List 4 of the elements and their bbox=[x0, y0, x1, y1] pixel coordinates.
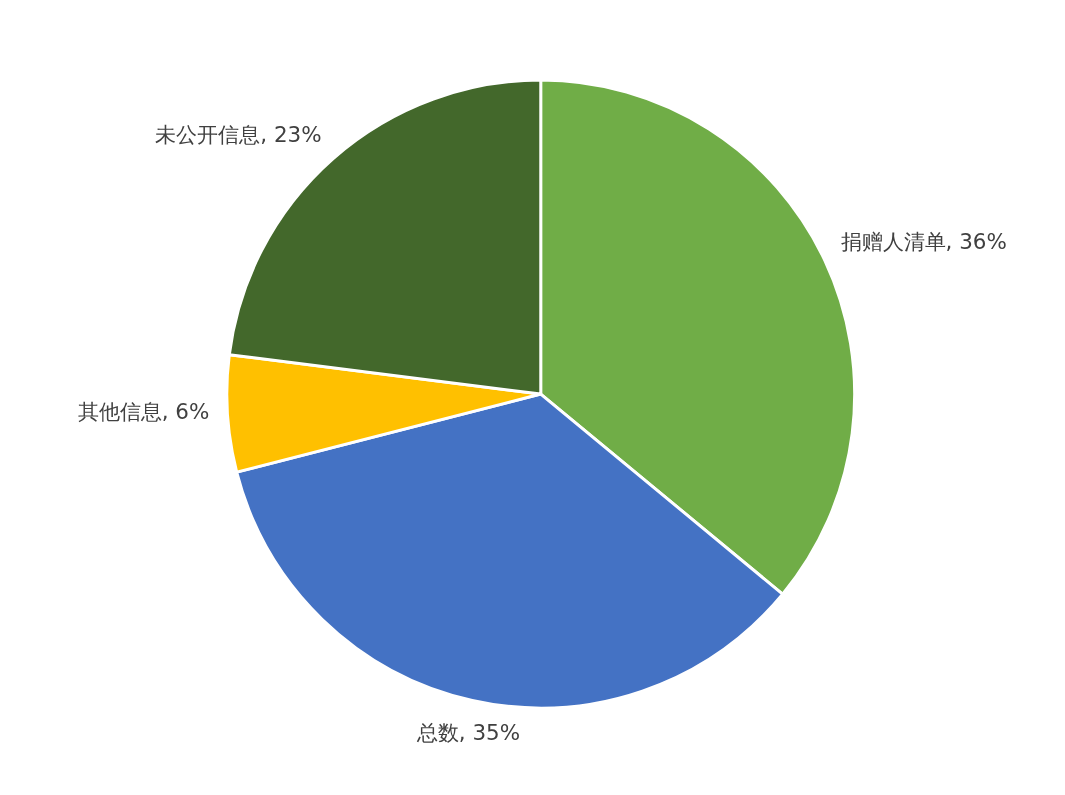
slice-label: 未公开信息, 23% bbox=[155, 121, 322, 147]
slice-label: 其他信息, 6% bbox=[77, 399, 210, 425]
slice-label: 总数, 35% bbox=[415, 719, 521, 745]
slice-label: 捐赠人清单, 36% bbox=[840, 229, 1007, 255]
